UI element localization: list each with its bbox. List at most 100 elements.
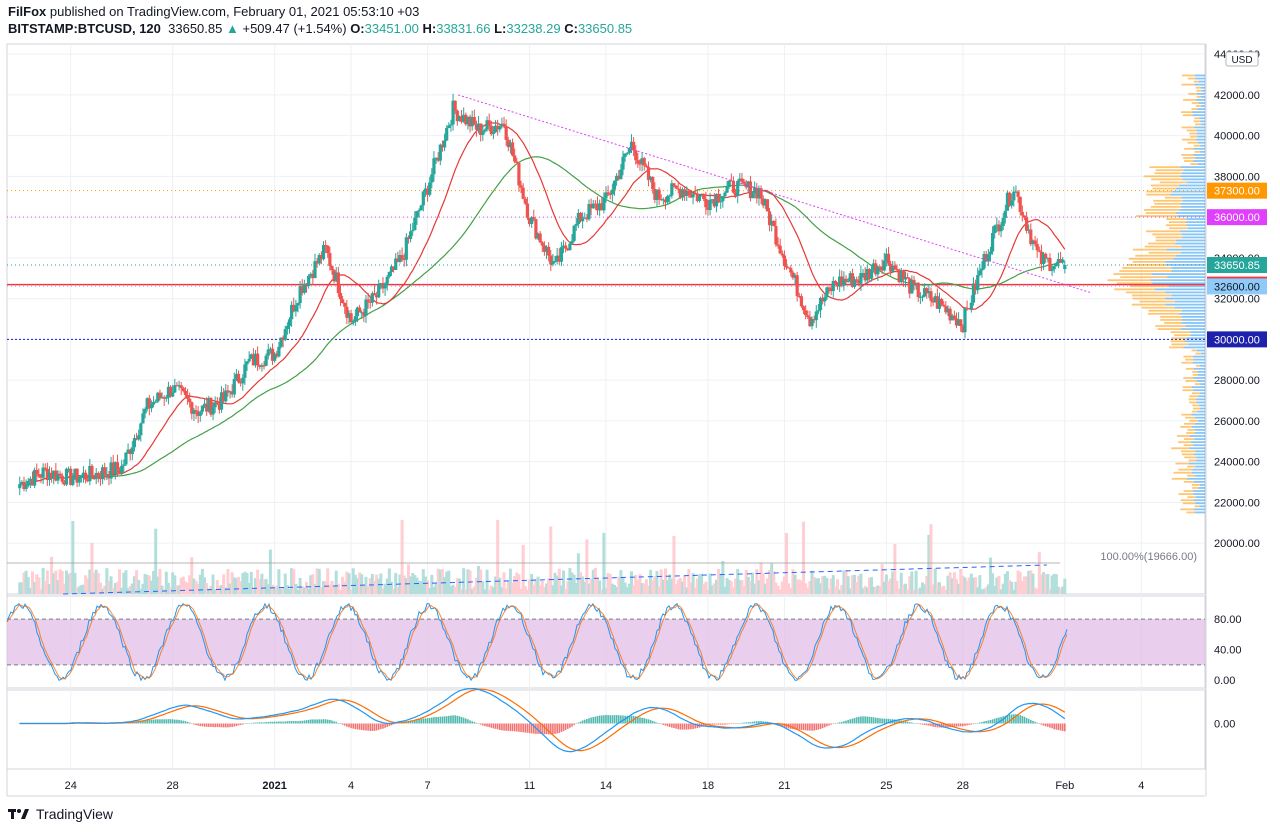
volume-profile-bar <box>1192 487 1199 489</box>
volume-bar <box>513 576 517 594</box>
volume-bar <box>232 577 236 594</box>
candle-body <box>260 365 264 367</box>
volume-profile-bar <box>1185 325 1205 327</box>
volume-bar <box>511 582 515 594</box>
candle-body <box>113 462 117 475</box>
volume-profile-bar <box>1151 178 1183 181</box>
candle-body <box>1041 253 1046 264</box>
volume-bar <box>460 589 464 594</box>
volume-bar <box>188 575 192 594</box>
candle-body <box>927 291 931 294</box>
volume-bar <box>355 578 359 594</box>
candle-body <box>544 246 549 252</box>
volume-bar <box>440 568 444 594</box>
candle-body <box>96 472 100 477</box>
macd-histogram-bar <box>212 723 214 727</box>
macd-histogram-bar <box>475 722 478 724</box>
macd-histogram-bar <box>250 722 253 724</box>
candle-body <box>957 319 961 326</box>
volume-bar <box>867 577 871 594</box>
candle-body <box>408 231 413 240</box>
macd-histogram-bar <box>981 722 983 724</box>
candle-body <box>171 392 175 397</box>
volume-bar <box>572 574 576 594</box>
macd-histogram-bar <box>224 723 227 728</box>
macd-histogram-bar <box>851 718 854 724</box>
candle-body <box>228 391 232 393</box>
macd-histogram-bar <box>271 721 274 724</box>
volume-profile-bar <box>1165 224 1187 227</box>
macd-histogram-bar <box>819 723 822 730</box>
candle-body <box>183 390 188 395</box>
candle-body <box>60 475 64 482</box>
volume-bar <box>1054 574 1058 594</box>
volume-profile-bar <box>1182 309 1205 312</box>
volume-profile-bar <box>1194 383 1201 385</box>
volume-profile-bar <box>1192 407 1200 410</box>
candle-body <box>1016 191 1020 197</box>
volume-profile-bar <box>1194 126 1205 129</box>
volume-bar <box>279 588 283 594</box>
candle-body <box>706 207 710 211</box>
volume-profile-bar <box>1185 367 1194 370</box>
candle-body <box>1022 215 1027 218</box>
candle-body <box>438 144 442 161</box>
volume-profile-bar <box>1175 462 1189 465</box>
price-level-label: 32600.00 <box>1214 281 1260 293</box>
volume-bar <box>239 581 243 594</box>
volume-bar <box>245 573 249 594</box>
volume-profile-bar <box>1190 163 1199 165</box>
candle-body <box>462 114 466 122</box>
volume-bar <box>56 579 60 594</box>
volume-profile-bar <box>1198 102 1205 104</box>
candle-body <box>908 278 912 294</box>
volume-bar <box>258 579 262 594</box>
volume-bar <box>28 588 32 594</box>
tradingview-footer[interactable]: TradingView <box>8 806 113 822</box>
macd-histogram-bar <box>532 723 535 734</box>
macd-histogram-bar <box>159 719 161 724</box>
candle-body <box>784 266 789 268</box>
volume-profile-bar <box>1196 380 1205 382</box>
macd-histogram-bar <box>554 723 556 734</box>
candle-body <box>319 255 323 260</box>
candles <box>18 93 1067 496</box>
volume-profile-bar <box>1175 242 1205 245</box>
candle-body <box>406 237 411 240</box>
volume-bar <box>610 583 614 594</box>
volume-profile-bar <box>1188 459 1197 462</box>
macd-histogram-bar <box>154 719 157 724</box>
volume-profile-bar <box>1193 358 1205 361</box>
volume-bar <box>39 589 43 594</box>
macd-histogram-bar <box>964 723 966 726</box>
volume-profile-bar <box>1198 419 1205 422</box>
macd-histogram-bar <box>739 723 741 724</box>
volume-bar <box>132 576 136 594</box>
volume-bar <box>162 589 166 594</box>
stoch-tick-label: 80.00 <box>1214 614 1242 626</box>
candle-body <box>360 312 364 314</box>
volume-profile-bar <box>1164 322 1182 324</box>
volume-bar <box>880 564 884 594</box>
macd-histogram-bar <box>562 723 565 732</box>
volume-profile-bar <box>1191 386 1205 389</box>
macd-histogram-bar <box>970 723 973 725</box>
volume-bar <box>90 542 94 594</box>
volume-profile-bar <box>1186 218 1205 220</box>
candle-body <box>417 210 421 212</box>
candle-body <box>649 176 653 181</box>
volume-bar <box>931 584 935 594</box>
candle-body <box>725 187 729 193</box>
volume-bar <box>126 588 130 594</box>
candle-body <box>510 142 515 156</box>
volume-bar <box>768 569 772 594</box>
volume-profile-bar <box>1187 227 1205 230</box>
volume-profile-bar <box>1165 297 1205 300</box>
volume-bar <box>230 572 234 594</box>
macd-histogram-bar <box>951 723 954 728</box>
macd-histogram-bar <box>590 717 592 724</box>
volume-bar <box>496 519 500 594</box>
candle-body <box>1061 259 1065 263</box>
candle-body <box>712 199 716 207</box>
